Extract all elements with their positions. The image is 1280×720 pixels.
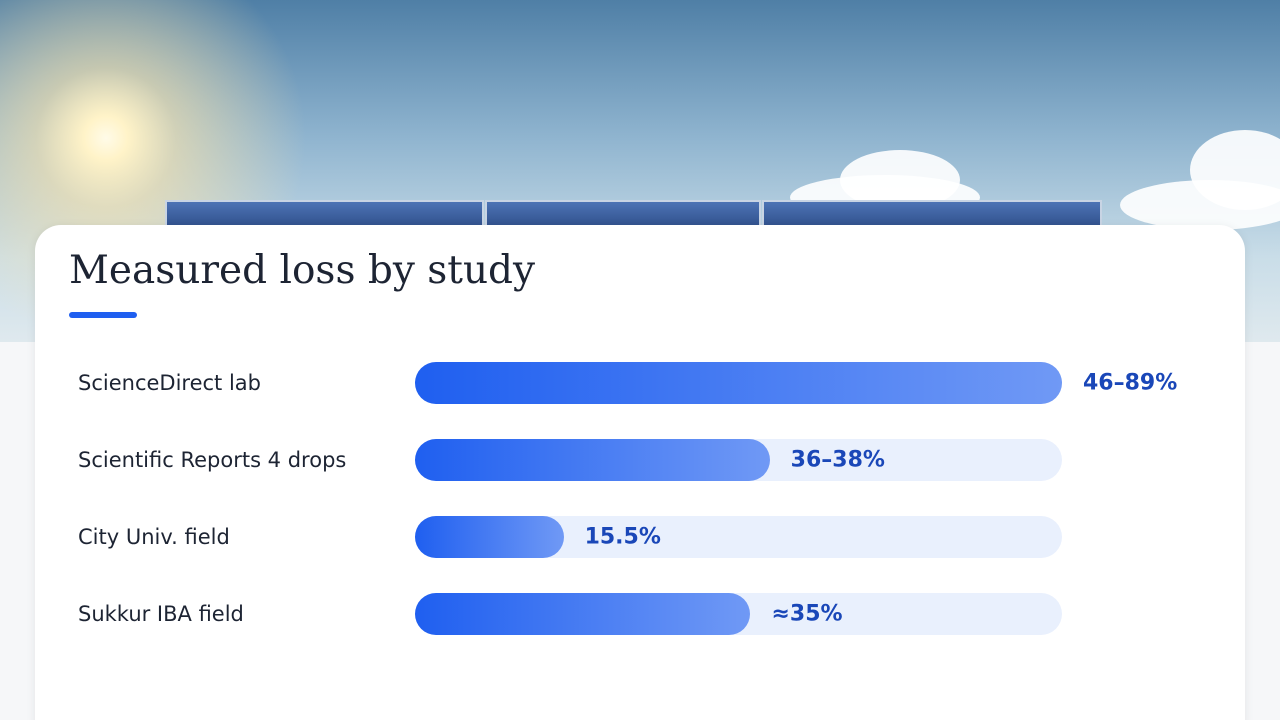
title-underline <box>69 312 137 318</box>
bar <box>415 439 770 481</box>
category-label: Scientific Reports 4 drops <box>78 448 347 472</box>
category-label: ScienceDirect lab <box>78 371 261 395</box>
value-label: 15.5% <box>584 524 661 550</box>
bar <box>415 362 1062 404</box>
category-label: Sukkur IBA field <box>78 602 244 626</box>
value-label: 36–38% <box>790 447 885 473</box>
bar <box>415 516 564 558</box>
value-label: ≈35% <box>771 601 843 627</box>
category-label: City Univ. field <box>78 525 230 549</box>
value-label: 46–89% <box>1083 370 1178 396</box>
bar <box>415 593 751 635</box>
cloud <box>1120 180 1280 230</box>
chart-title: Measured loss by study <box>69 248 536 293</box>
